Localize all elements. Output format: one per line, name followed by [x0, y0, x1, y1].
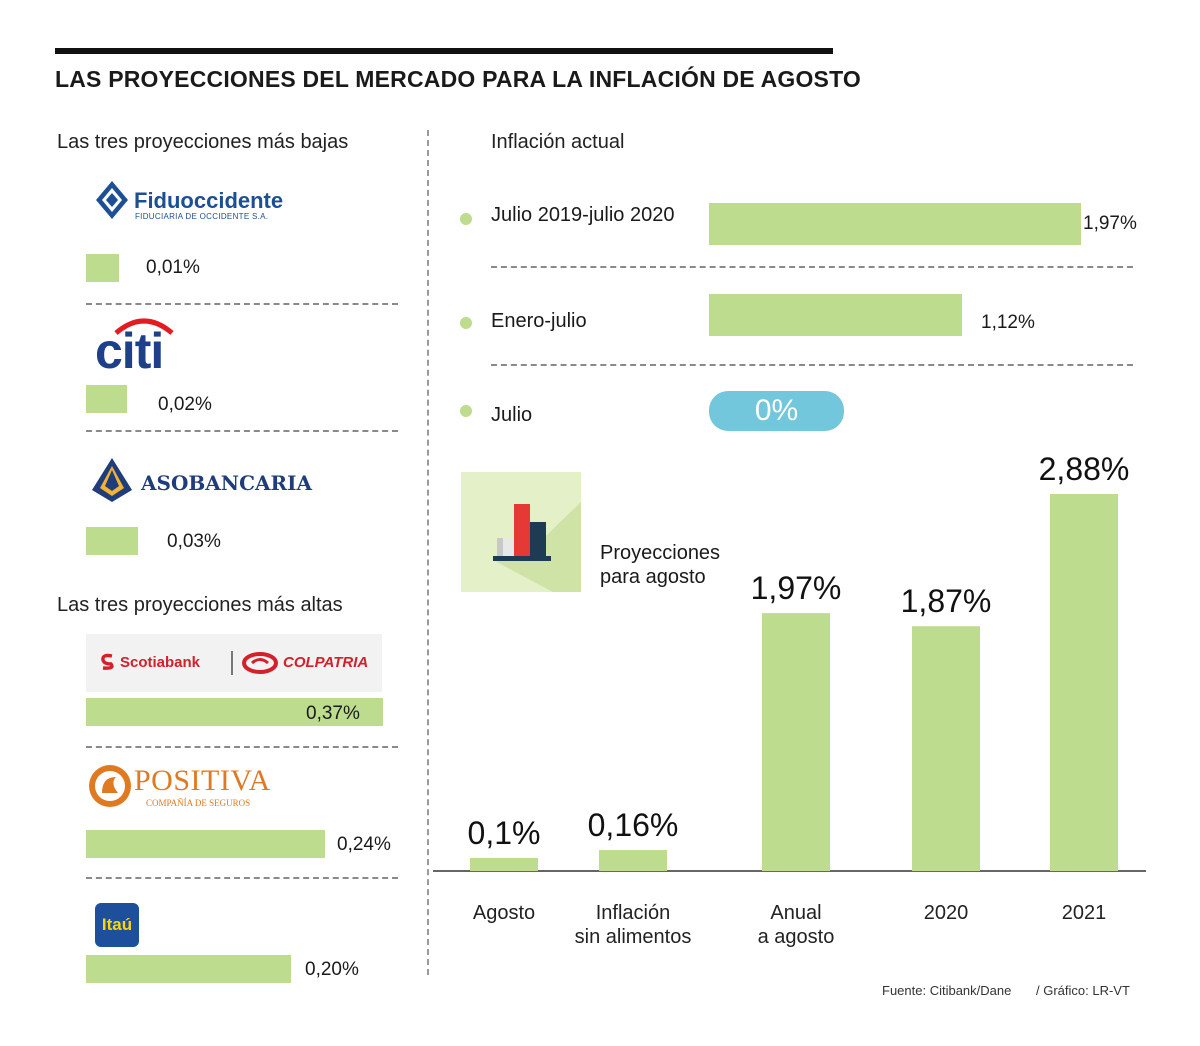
divider	[491, 266, 1133, 268]
citi-arc	[112, 315, 176, 340]
projection-bar	[762, 613, 830, 871]
low-value-fiduoccidente: 0,01%	[146, 257, 200, 278]
current-value-julio-pill: 0%	[709, 391, 844, 431]
projection-bar	[599, 850, 667, 871]
low-bar-fiduoccidente	[86, 254, 119, 282]
colpatria-icon	[242, 652, 278, 679]
asobancaria-logo-mark	[90, 456, 134, 509]
high-value-positiva: 0,24%	[337, 834, 391, 855]
high-bar-scotiabank	[86, 698, 383, 726]
projection-value-label: 1,97%	[751, 570, 842, 606]
title-rule	[55, 48, 833, 54]
colpatria-name: COLPATRIA	[283, 654, 369, 671]
high-bar-positiva	[86, 830, 325, 858]
divider	[86, 877, 398, 879]
projection-value-label: 0,16%	[588, 807, 679, 843]
current-label-enero-julio: Enero-julio	[491, 310, 587, 332]
page-title: LAS PROYECCIONES DEL MERCADO PARA LA INF…	[55, 66, 862, 92]
projection-category-label: Agosto	[473, 902, 535, 924]
high-value-scotiabank: 0,37%	[306, 703, 360, 724]
divider	[491, 364, 1133, 366]
bullet-icon	[460, 213, 472, 225]
fiduoccidente-logo	[95, 180, 129, 225]
positiva-name: POSITIVA	[134, 764, 271, 797]
scotiabank-name: Scotiabank	[120, 654, 201, 671]
low-bar-asobancaria	[86, 527, 138, 555]
divider	[86, 303, 398, 305]
projection-value-label: 1,87%	[901, 583, 992, 619]
current-heading: Inflación actual	[491, 131, 625, 153]
low-value-citi: 0,02%	[158, 394, 212, 415]
high-heading: Las tres proyecciones más altas	[57, 594, 343, 616]
projection-category-label: 2021	[1062, 902, 1107, 924]
projection-value-label: 2,88%	[1039, 451, 1130, 487]
projection-category-label: Inflación sin alimentos	[575, 902, 692, 948]
current-bar-enero-julio	[709, 294, 962, 336]
projections-label-line2: para agosto	[600, 566, 706, 588]
divider	[86, 430, 398, 432]
high-bar-itau	[86, 955, 291, 983]
current-value-enero-julio: 1,12%	[981, 312, 1035, 333]
projections-chart: 0,1% Agosto 0,16% Inflación sin alimentos 1,9…	[433, 451, 1146, 948]
asobancaria-icon	[92, 458, 132, 502]
source-grafico: / Gráfico: LR-VT	[1036, 983, 1130, 998]
projections-label: Proyecciones para agosto	[600, 541, 720, 589]
projection-value-label: 0,1%	[468, 815, 541, 851]
projection-category-label: Anual a agosto	[758, 902, 835, 948]
current-label-interanual: Julio 2019-julio 2020	[491, 204, 675, 226]
fiduoccidente-icon	[96, 181, 128, 219]
positiva-subtext: COMPAÑÍA DE SEGUROS	[146, 798, 251, 808]
itau-logo: Itaú	[95, 903, 139, 947]
current-label-julio: Julio	[491, 404, 533, 426]
current-bar-interanual	[709, 203, 1081, 245]
projection-bar	[470, 857, 538, 871]
bullet-icon	[460, 405, 472, 417]
low-heading: Las tres proyecciones más bajas	[57, 131, 349, 153]
projection-bar	[1050, 494, 1118, 871]
divider	[86, 746, 398, 748]
current-value-interanual: 1,97%	[1083, 213, 1137, 234]
bar-chart-icon	[493, 502, 581, 592]
positiva-icon	[88, 763, 132, 814]
panel-divider	[427, 130, 429, 975]
high-value-itau: 0,20%	[305, 959, 359, 980]
fiduoccidente-name: Fiduoccidente	[134, 188, 284, 213]
scotiabank-icon	[97, 652, 117, 677]
low-bar-citi	[86, 385, 127, 413]
projections-label-line1: Proyecciones	[600, 542, 721, 564]
bullet-icon	[460, 317, 472, 329]
projection-category-label: 2020	[924, 902, 969, 924]
projection-bar	[912, 626, 980, 871]
citi-arc-icon	[114, 318, 174, 335]
projections-icon-card	[461, 472, 581, 592]
fiduoccidente-subtext: FIDUCIARIA DE OCCIDENTE S.A.	[135, 212, 269, 221]
logo-separator	[231, 651, 233, 675]
source-fuente: Fuente: Citibank/Dane	[882, 983, 1012, 998]
scotiabank-colpatria-logo	[86, 634, 382, 692]
low-value-asobancaria: 0,03%	[167, 531, 221, 552]
asobancaria-name: ASOBANCARIA	[141, 471, 313, 495]
citi-logo: citi	[95, 323, 164, 379]
